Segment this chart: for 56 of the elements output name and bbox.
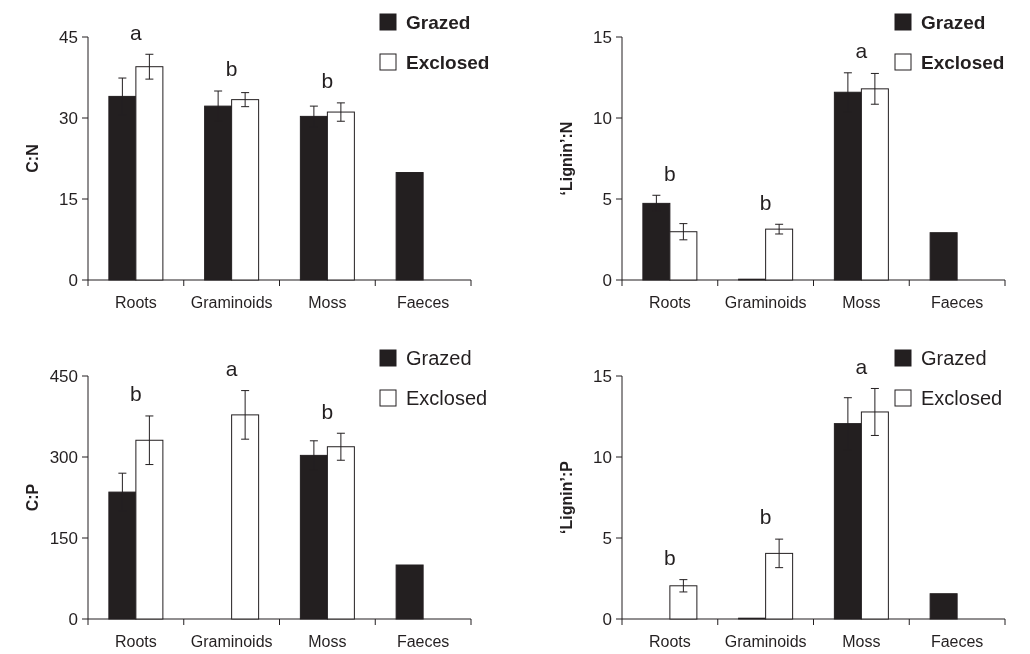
legend-label: Exclosed [921, 387, 1003, 409]
y-tick-label: 0 [68, 609, 78, 629]
annotation: b [664, 161, 676, 185]
legend-label: Exclosed [406, 51, 490, 73]
y-axis-title: C:P [24, 483, 41, 512]
y-tick-label: 15 [59, 189, 78, 209]
annotation: a [855, 39, 868, 63]
y-tick-label: 15 [593, 366, 612, 386]
x-tick-label: Faeces [396, 633, 450, 650]
y-axis-title: ‘Lignin’:N [558, 121, 575, 196]
x-tick-label: Graminoids [190, 294, 273, 311]
legend-label: Exclosed [406, 387, 488, 409]
x-tick-label: Moss [842, 294, 881, 311]
y-axis-title: C:N [24, 144, 41, 173]
y-tick-label: 0 [602, 609, 612, 629]
y-tick-label: 300 [49, 447, 78, 467]
annotation: b [130, 382, 142, 406]
legend-label: Grazed [406, 347, 472, 369]
x-tick-label: Graminoids [724, 294, 807, 311]
legend-label: Grazed [406, 11, 471, 33]
x-tick-label: Faeces [930, 294, 984, 311]
annotation: b [321, 399, 334, 423]
legend-label: Exclosed [921, 51, 1005, 73]
x-tick-label: Roots [648, 633, 691, 650]
x-tick-label: Faeces [930, 633, 984, 650]
x-tick-label: Faeces [396, 294, 450, 311]
annotation: b [759, 190, 772, 214]
x-tick-label: Moss [308, 633, 347, 650]
y-tick-label: 0 [602, 270, 612, 290]
x-tick-label: Moss [308, 294, 347, 311]
y-tick-label: 15 [593, 27, 612, 47]
y-tick-label: 5 [602, 528, 612, 548]
annotation: a [855, 354, 868, 378]
x-tick-label: Graminoids [190, 633, 273, 650]
y-axis-title: ‘Lignin’:P [558, 460, 575, 534]
y-tick-label: 45 [59, 27, 78, 47]
annotation: a [225, 356, 238, 380]
annotation: b [664, 545, 676, 569]
annotation: b [759, 505, 772, 529]
y-tick-label: 30 [59, 108, 78, 128]
annotation: a [130, 20, 143, 44]
x-tick-label: Graminoids [724, 633, 807, 650]
x-tick-label: Roots [114, 294, 157, 311]
legend-label: Grazed [921, 11, 986, 33]
legend-label: Grazed [921, 347, 987, 369]
y-tick-label: 150 [49, 528, 78, 548]
y-tick-label: 450 [49, 366, 78, 386]
x-tick-label: Roots [114, 633, 157, 650]
x-tick-label: Roots [648, 294, 691, 311]
y-tick-label: 5 [602, 189, 612, 209]
x-tick-label: Moss [842, 633, 881, 650]
annotation: b [321, 69, 334, 93]
y-tick-label: 0 [68, 270, 78, 290]
annotation: b [225, 57, 238, 81]
y-tick-label: 10 [593, 447, 612, 467]
y-tick-label: 10 [593, 108, 612, 128]
